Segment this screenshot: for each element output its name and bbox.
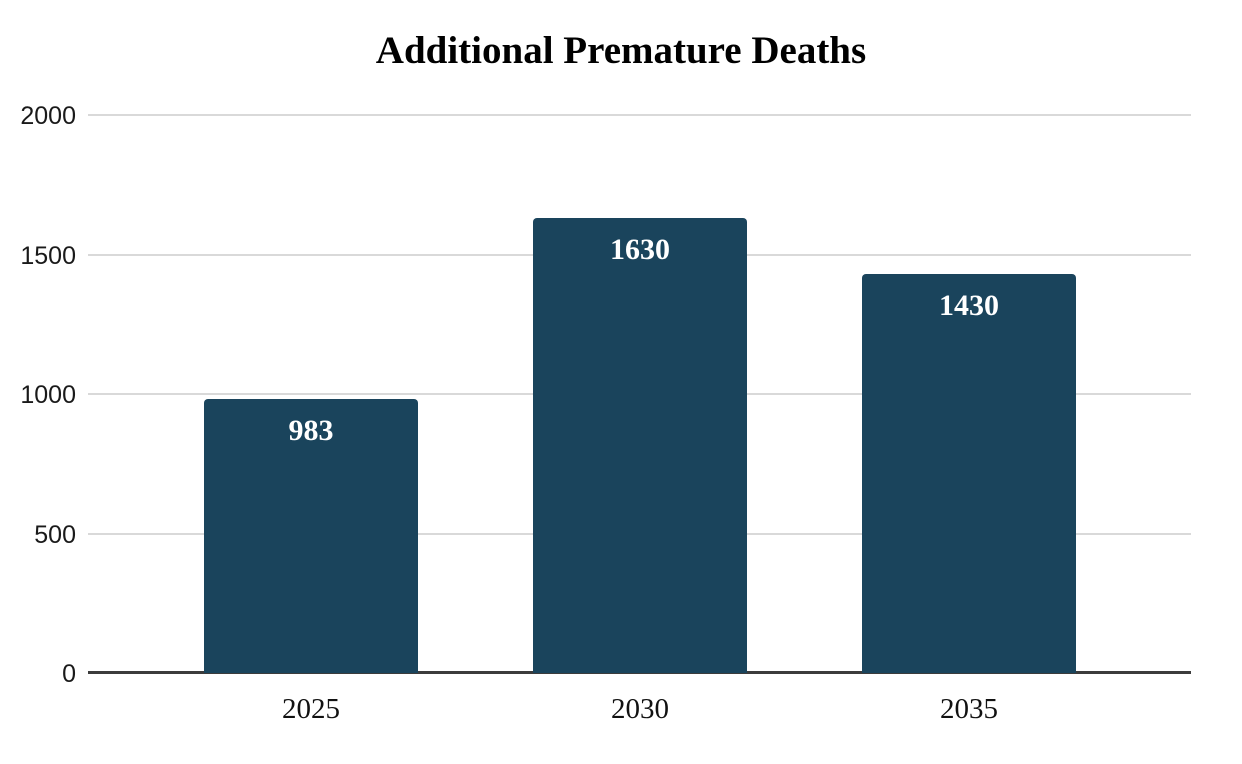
x-axis-tick-label-2035: 2035 [940,693,998,725]
y-axis-tick-label-1500: 1500 [20,241,76,270]
bar-value-label-2030: 1630 [610,233,670,266]
x-axis-tick-label-2025: 2025 [282,693,340,725]
x-axis-tick-label-2030: 2030 [611,693,669,725]
y-axis-tick-label-0: 0 [62,660,76,688]
gridline-2000 [88,114,1191,116]
y-axis-tick-label-500: 500 [34,520,76,549]
bar-2025: 983 [204,399,418,673]
plot-area: 0 500 1000 1500 2000 983 2025 1630 2030 1430 2035 [20,102,1191,725]
bar-value-label-2025: 983 [288,414,334,447]
bar-2030: 1630 [533,218,747,673]
bar-value-label-2035: 1430 [939,289,999,322]
y-axis-tick-label-1000: 1000 [20,381,76,409]
bar-2035: 1430 [862,274,1076,673]
y-axis-tick-label-2000: 2000 [20,102,76,130]
chart-title: Additional Premature Deaths [375,29,867,72]
